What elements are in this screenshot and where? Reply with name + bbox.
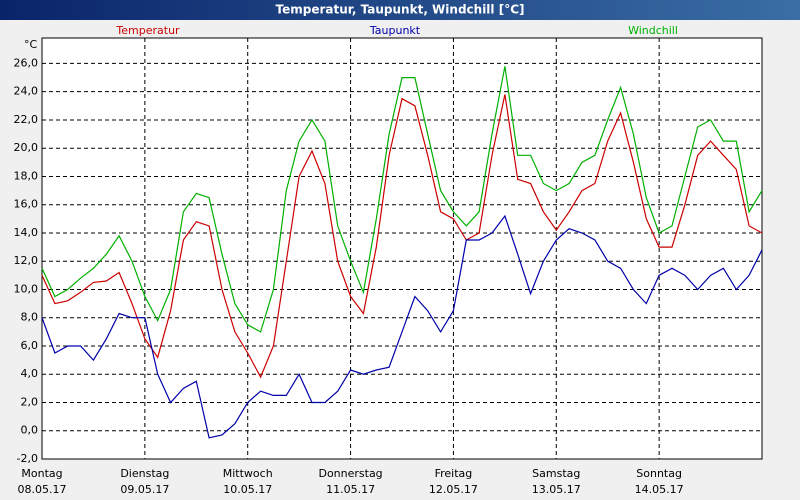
x-tick-label: Mittwoch [223, 467, 273, 480]
plot-area [41, 37, 763, 460]
x-tick-date: 12.05.17 [429, 483, 478, 496]
y-tick-label: 0,0 [21, 424, 39, 437]
y-tick-label: 4,0 [21, 367, 39, 380]
x-tick-date: 11.05.17 [326, 483, 375, 496]
y-tick-label: 20,0 [14, 141, 39, 154]
legend-label: Taupunkt [369, 24, 421, 37]
y-tick-label: 24,0 [14, 85, 39, 98]
x-tick-date: 09.05.17 [120, 483, 169, 496]
series-line [41, 94, 763, 379]
x-tick-label: Donnerstag [318, 467, 382, 480]
legend-label: Windchill [628, 24, 678, 37]
x-tick-date: 10.05.17 [223, 483, 272, 496]
series-line [41, 66, 763, 333]
y-tick-label: -2,0 [17, 452, 38, 465]
x-tick-date: 08.05.17 [18, 483, 67, 496]
x-tick-label: Dienstag [120, 467, 169, 480]
y-tick-label: 2,0 [21, 395, 39, 408]
y-tick-label: 18,0 [14, 169, 39, 182]
x-tick-label: Freitag [435, 467, 473, 480]
y-tick-label: 10,0 [14, 282, 39, 295]
x-tick-label: Sonntag [636, 467, 682, 480]
y-tick-label: 12,0 [14, 254, 39, 267]
y-unit: °C [24, 38, 38, 51]
x-tick-label: Montag [21, 467, 62, 480]
legend-label: Temperatur [115, 24, 180, 37]
y-tick-label: 26,0 [14, 56, 39, 69]
x-tick-label: Samstag [532, 467, 580, 480]
y-tick-label: 22,0 [14, 113, 39, 126]
chart-title: Temperatur, Taupunkt, Windchill [°C] [276, 3, 525, 17]
x-tick-date: 13.05.17 [532, 483, 581, 496]
x-tick-date: 14.05.17 [635, 483, 684, 496]
series-line [41, 214, 763, 439]
title-bar [0, 0, 800, 20]
y-tick-label: 14,0 [14, 226, 39, 239]
y-tick-label: 8,0 [21, 311, 39, 324]
y-tick-label: 16,0 [14, 198, 39, 211]
y-tick-label: 6,0 [21, 339, 39, 352]
